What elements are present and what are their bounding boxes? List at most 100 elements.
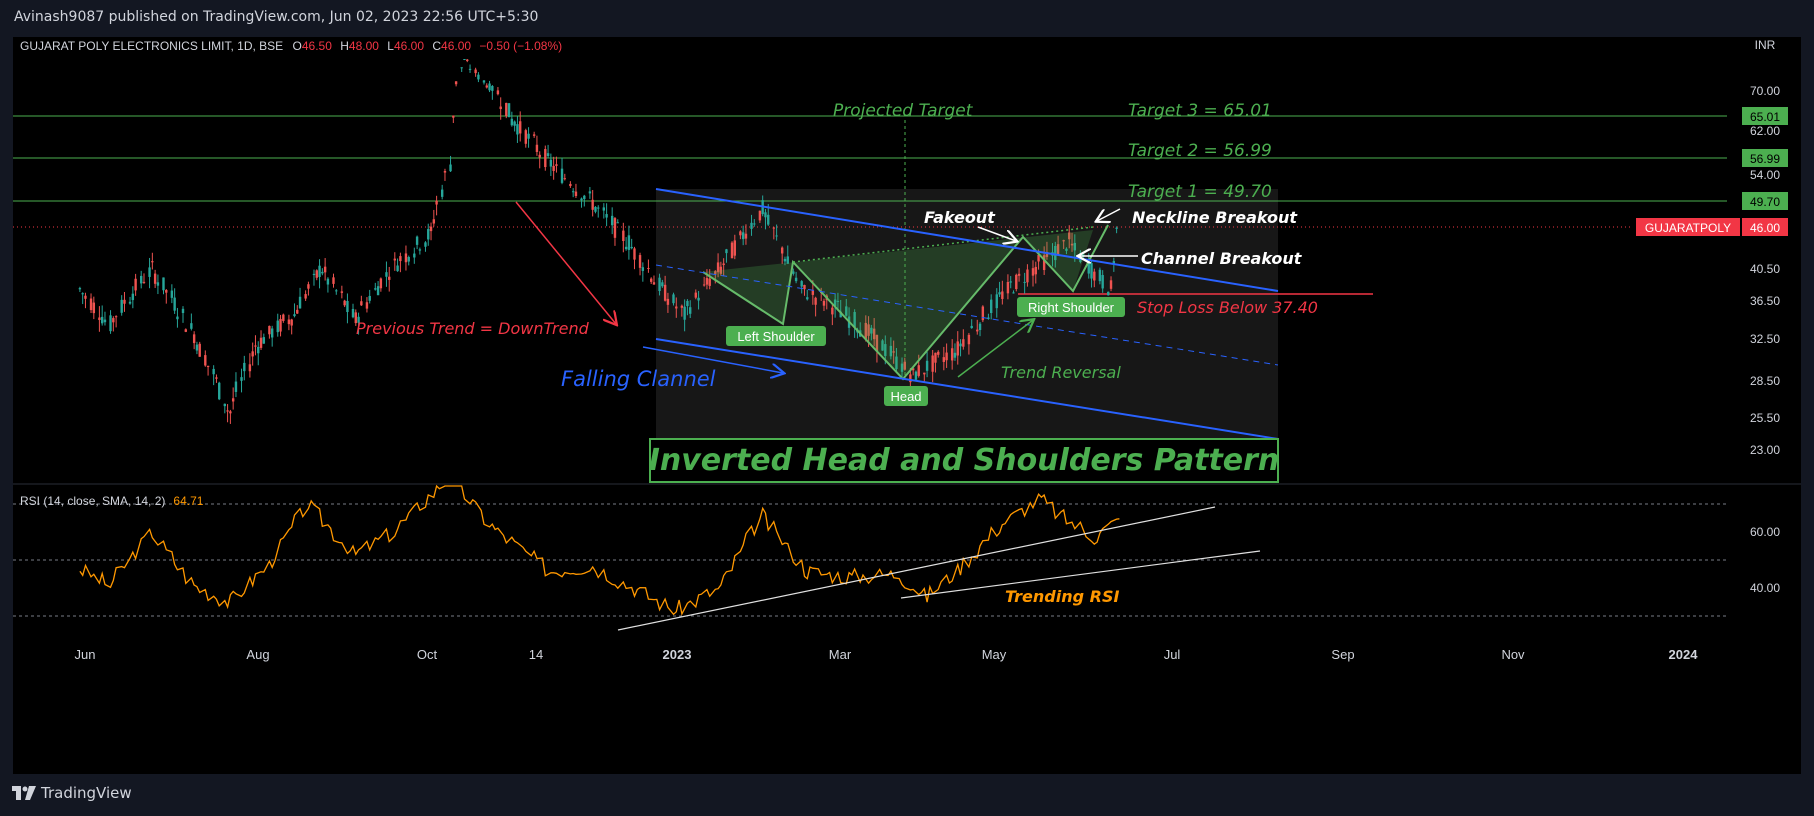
candle-body xyxy=(112,318,115,323)
badge-target2 xyxy=(1742,149,1788,167)
candle-body xyxy=(128,301,132,304)
candle-body xyxy=(989,299,993,314)
candle-body xyxy=(580,198,583,201)
candle-body xyxy=(694,292,697,298)
candle-body xyxy=(276,320,279,333)
price-tick: 70.00 xyxy=(1750,84,1780,98)
candle-body xyxy=(1073,242,1077,251)
candle-body xyxy=(496,90,500,95)
candle-body xyxy=(120,299,123,313)
candle-body xyxy=(583,195,586,200)
candle-body xyxy=(638,255,642,268)
time-axis[interactable]: Jun Aug Oct 14 2023 Mar May Jul Sep Nov 2024 xyxy=(75,647,1699,662)
candle-body xyxy=(833,299,837,307)
candle-body xyxy=(563,178,567,180)
candle-body xyxy=(298,296,302,309)
candle-body xyxy=(719,266,723,274)
candle-body xyxy=(415,236,419,245)
candle-body xyxy=(78,288,82,290)
reversal-arrow xyxy=(957,320,1033,378)
candle-body xyxy=(945,352,948,361)
previous-trend-label: Previous Trend = DownTrend xyxy=(356,319,590,338)
candle-body xyxy=(995,294,998,309)
candle-body xyxy=(195,344,199,351)
candle-body xyxy=(722,263,725,265)
candle-body xyxy=(198,343,201,357)
candle-body xyxy=(388,276,391,280)
candle-body xyxy=(404,253,408,263)
badge-target2-text: 56.99 xyxy=(1750,152,1780,166)
candle-body xyxy=(552,165,555,171)
candle-body xyxy=(814,297,817,305)
candle-body xyxy=(251,351,254,357)
candle-body xyxy=(1045,252,1049,257)
candle-body xyxy=(633,248,636,260)
candle-body xyxy=(98,317,101,321)
candle-body xyxy=(282,314,285,321)
candle-body xyxy=(555,164,558,166)
candle-body xyxy=(134,278,137,291)
fakeout-arrow xyxy=(977,226,1016,241)
candle-body xyxy=(151,261,154,263)
right-shoulder-label: Right Shoulder xyxy=(1028,300,1115,315)
price-axis[interactable]: 70.00 62.00 54.00 40.50 36.50 32.50 28.50 25.50… xyxy=(1750,84,1780,457)
target1-label: Target 1 = 49.70 xyxy=(1128,182,1272,202)
candle-body xyxy=(925,360,929,371)
candle-body xyxy=(374,288,377,290)
candle-body xyxy=(354,312,357,324)
candle-body xyxy=(257,346,260,354)
candle-body xyxy=(753,223,756,225)
candle-body xyxy=(532,134,536,136)
price-tick: 25.50 xyxy=(1750,411,1780,425)
candle-body xyxy=(206,365,210,368)
tradingview-logo[interactable]: TradingView xyxy=(12,784,132,802)
time-tick: Oct xyxy=(417,647,438,662)
channel-shade xyxy=(656,189,1278,439)
candle-body xyxy=(597,207,600,209)
candle-body xyxy=(1070,243,1074,246)
price-tick: 32.50 xyxy=(1750,332,1780,346)
candle-body xyxy=(1017,273,1021,276)
candle-body xyxy=(792,271,795,274)
candle-body xyxy=(605,214,608,218)
time-tick: Mar xyxy=(829,647,852,662)
candle-body xyxy=(474,69,477,74)
candle-body xyxy=(234,381,238,392)
candle-body xyxy=(109,315,112,332)
candle-body xyxy=(466,59,469,61)
candle-body xyxy=(1009,281,1012,283)
candle-body xyxy=(376,286,380,296)
candle-body xyxy=(836,300,840,302)
candle-body xyxy=(867,324,870,336)
neckline-arrow xyxy=(1097,208,1121,221)
candle-body xyxy=(100,316,104,324)
candle-body xyxy=(1042,255,1046,271)
candle-body xyxy=(675,306,678,309)
candle-body xyxy=(432,219,436,224)
rsi-axis[interactable]: 60.00 40.00 xyxy=(1750,525,1780,595)
price-tick: 62.00 xyxy=(1750,124,1780,138)
candle-body xyxy=(435,200,438,205)
candle-body xyxy=(1015,274,1018,290)
candle-body xyxy=(881,340,884,351)
candle-body xyxy=(758,210,762,221)
candle-body xyxy=(767,214,770,225)
candle-body xyxy=(806,297,809,300)
candle-body xyxy=(1037,254,1040,262)
candle-body xyxy=(535,144,539,152)
price-tick: 36.50 xyxy=(1750,294,1780,308)
target3-label: Target 3 = 65.01 xyxy=(1128,101,1272,121)
candle-body xyxy=(92,302,96,314)
tradingview-brand: TradingView xyxy=(41,784,132,802)
candle-body xyxy=(103,319,107,323)
chart-canvas[interactable]: GUJARAT POLY ELECTRONICS LIMIT, 1D, BSE … xyxy=(13,37,1801,774)
candle-body xyxy=(114,316,118,318)
candle-body xyxy=(312,273,316,276)
candle-body xyxy=(335,290,338,292)
candle-body xyxy=(379,278,383,289)
candle-body xyxy=(1068,232,1071,240)
candle-body xyxy=(959,343,962,347)
candle-body xyxy=(418,249,422,251)
candle-body xyxy=(708,278,711,286)
candle-body xyxy=(942,357,946,362)
